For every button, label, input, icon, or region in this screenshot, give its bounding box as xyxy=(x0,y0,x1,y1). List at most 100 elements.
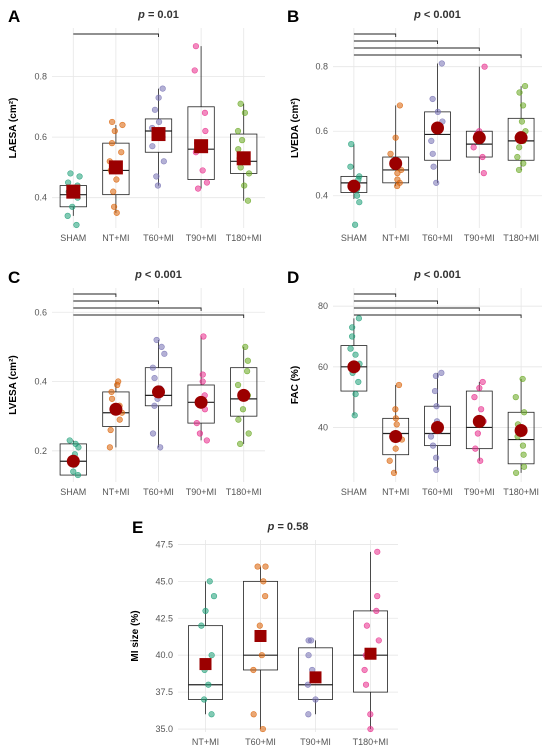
x-tick-label: T60+MI xyxy=(143,487,174,497)
data-point xyxy=(237,164,244,171)
x-tick-label: T90+MI xyxy=(464,233,495,243)
data-point xyxy=(374,593,381,600)
mean-marker xyxy=(389,430,403,444)
mean-marker xyxy=(151,127,166,142)
data-point xyxy=(149,364,156,371)
data-point xyxy=(375,637,382,644)
mean-marker xyxy=(431,420,444,434)
x-tick-label: NT+MI xyxy=(192,737,219,747)
data-point xyxy=(427,433,435,440)
mean-marker xyxy=(347,360,361,374)
data-point xyxy=(76,173,83,180)
data-point xyxy=(160,158,167,165)
data-point xyxy=(349,333,356,340)
data-point xyxy=(115,378,122,385)
mean-marker xyxy=(309,671,322,684)
data-point xyxy=(199,378,206,385)
x-tick-label: SHAM xyxy=(60,487,86,497)
box-t180-mi xyxy=(230,346,258,444)
data-point xyxy=(199,167,206,174)
data-point xyxy=(69,203,76,210)
y-axis-label: MI size (%) xyxy=(130,610,141,661)
data-point xyxy=(516,89,523,96)
data-point xyxy=(392,445,399,452)
y-axis-label: LVEDA (cm²) xyxy=(290,98,301,158)
y-tick-label: 0.4 xyxy=(34,193,47,203)
x-tick-label: NT+MI xyxy=(102,233,129,243)
significance-brackets xyxy=(73,33,159,37)
mean-marker xyxy=(66,184,81,199)
data-point xyxy=(250,666,257,674)
x-tick-label: NT+MI xyxy=(382,233,409,243)
data-point xyxy=(262,563,269,570)
data-point xyxy=(201,696,208,703)
data-point xyxy=(116,416,123,423)
y-tick-label: 47.5 xyxy=(155,539,173,549)
data-point xyxy=(363,622,370,629)
y-tick-label: 35.0 xyxy=(155,724,173,734)
data-point xyxy=(520,463,528,470)
data-point xyxy=(155,118,163,126)
data-point xyxy=(479,153,486,161)
x-tick-label: T60+MI xyxy=(422,233,453,243)
panel-letter: B xyxy=(287,7,299,26)
data-point xyxy=(516,144,523,151)
data-point xyxy=(478,406,485,413)
data-point xyxy=(72,440,79,447)
data-point xyxy=(258,652,265,659)
box-iqr xyxy=(353,610,388,693)
mean-marker xyxy=(514,423,528,437)
x-tick-label: T60+MI xyxy=(422,487,453,497)
data-point xyxy=(70,468,77,475)
points-t60-mi xyxy=(250,563,269,733)
mean-marker xyxy=(472,131,486,145)
p-symbol: p xyxy=(267,521,275,533)
significance-bracket xyxy=(353,293,397,297)
box-iqr xyxy=(340,345,368,392)
data-point xyxy=(65,179,72,186)
data-point xyxy=(118,149,125,156)
significance-bracket xyxy=(73,293,117,297)
data-point xyxy=(73,221,80,229)
p-symbol: p xyxy=(137,9,145,21)
points-t180-mi xyxy=(361,548,382,733)
x-tick-label: SHAM xyxy=(341,233,367,243)
data-point xyxy=(200,333,207,340)
box-iqr xyxy=(102,391,130,427)
data-point xyxy=(305,652,312,659)
data-point xyxy=(392,415,399,422)
data-point xyxy=(239,137,246,144)
data-point xyxy=(519,442,527,449)
data-point xyxy=(374,548,381,555)
data-point xyxy=(519,375,526,383)
significance-bracket xyxy=(353,307,480,311)
data-point xyxy=(149,430,157,437)
data-point xyxy=(361,666,368,674)
data-point xyxy=(237,100,244,107)
data-point xyxy=(393,421,400,428)
data-point xyxy=(433,179,440,186)
data-point xyxy=(518,118,526,125)
data-point xyxy=(244,197,252,204)
data-point xyxy=(66,437,73,444)
box-iqr xyxy=(187,384,215,424)
mean-marker xyxy=(109,402,123,416)
data-point xyxy=(438,60,445,67)
p-value: < 0.001 xyxy=(421,269,461,281)
x-tick-label: NT+MI xyxy=(382,487,409,497)
points-t180-mi xyxy=(234,343,252,447)
data-point xyxy=(356,173,363,180)
data-point xyxy=(203,437,210,444)
points-nt-mi xyxy=(198,578,218,718)
data-point xyxy=(521,82,529,90)
data-point xyxy=(433,403,440,410)
p-value: = 0.01 xyxy=(145,9,179,21)
x-tick-label: T90+MI xyxy=(186,233,217,243)
data-point xyxy=(367,725,374,733)
data-point xyxy=(474,430,481,437)
data-point xyxy=(106,444,113,451)
data-point xyxy=(312,696,319,703)
x-tick-label: SHAM xyxy=(60,233,86,243)
data-point xyxy=(481,63,488,70)
data-point xyxy=(355,378,362,386)
